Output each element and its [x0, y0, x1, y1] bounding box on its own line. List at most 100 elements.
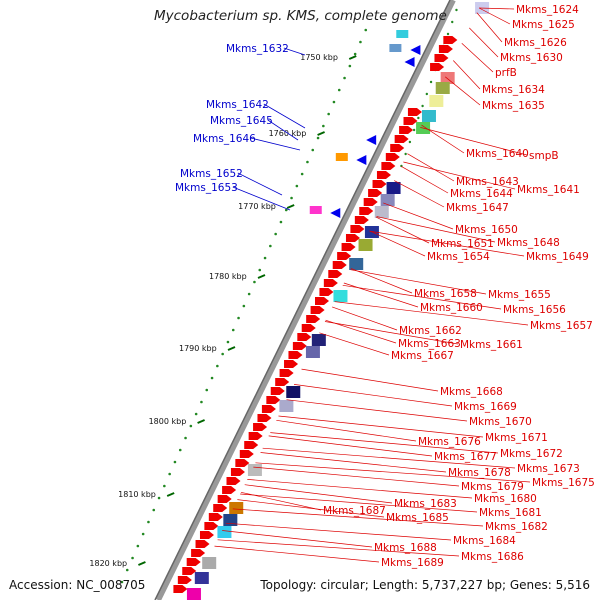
forward-leader-line: [240, 491, 322, 511]
forward-gene-arrow: [359, 207, 374, 215]
forward-gene-label: Mkms_1672: [500, 448, 563, 460]
gc-dot: [455, 8, 458, 12]
topology-text: Topology: circular; Length: 5,737,227 bp…: [260, 578, 590, 592]
forward-gene-arrow: [354, 216, 369, 224]
forward-gene-label: Mkms_1686: [461, 551, 524, 563]
forward-gene-label: Mkms_1678: [448, 467, 511, 479]
gc-dot: [429, 80, 433, 84]
forward-leader-line: [476, 12, 503, 43]
accession-text: Accession: NC_008705: [9, 578, 146, 592]
forward-gene-label: Mkms_1680: [474, 493, 537, 505]
scale-tick-label: 1770 kbp: [238, 202, 276, 211]
forward-gene-arrow: [434, 54, 449, 62]
forward-gene-arrow: [186, 558, 201, 566]
forward-gene-label: Mkms_1626: [504, 37, 567, 49]
forward-gene-arrow: [438, 45, 453, 53]
forward-gene-arrow: [315, 297, 330, 305]
gc-dot: [417, 116, 420, 120]
gc-dot: [152, 508, 156, 512]
scale-tick: [286, 204, 295, 209]
forward-gene-block: [440, 72, 455, 84]
gc-dot: [269, 244, 272, 248]
forward-gene-arrow: [257, 414, 272, 422]
forward-gene-label: Mkms_1662: [399, 325, 462, 337]
reverse-gene-arrow: [410, 45, 421, 55]
forward-leader-line: [260, 452, 447, 473]
gc-dot: [136, 544, 140, 548]
forward-gene-label: Mkms_1673: [517, 463, 580, 475]
forward-gene-label: Mkms_1641: [517, 184, 580, 196]
scale-tick: [227, 346, 236, 351]
gc-dot: [258, 268, 262, 272]
forward-gene-label: Mkms_1649: [526, 251, 589, 263]
forward-gene-arrow: [372, 180, 387, 188]
forward-leader-line: [342, 284, 502, 310]
forward-gene-block: [247, 464, 262, 476]
forward-leader-line: [247, 479, 473, 499]
forward-leader-line: [319, 332, 390, 356]
forward-leader-line: [376, 216, 430, 244]
forward-leader-line: [255, 462, 531, 483]
scale-tick-label: 1750 kbp: [300, 53, 338, 62]
forward-leader-line: [407, 153, 455, 182]
gc-dot: [237, 316, 240, 320]
forward-leader-line: [325, 319, 397, 344]
reverse-gene-label: Mkms_1652: [180, 168, 243, 180]
reverse-leader-line: [250, 137, 301, 151]
gc-dot: [200, 400, 203, 404]
gc-dot: [178, 448, 182, 452]
scale-tick: [197, 419, 205, 424]
gc-dot: [205, 388, 209, 392]
forward-gene-block: [186, 588, 201, 600]
reverse-leader-line: [232, 186, 291, 211]
forward-gene-arrow: [323, 279, 338, 287]
gc-dot: [404, 152, 407, 156]
forward-gene-arrow: [230, 468, 245, 476]
forward-gene-arrow: [345, 234, 360, 242]
forward-leader-line: [222, 530, 373, 548]
scale-tick: [257, 274, 266, 279]
scale-tick-label: 1790 kbp: [179, 344, 217, 353]
forward-gene-arrow: [208, 513, 223, 521]
gc-dot: [131, 556, 134, 560]
scale-tick-label: 1820 kbp: [89, 559, 127, 568]
forward-gene-block: [217, 526, 232, 538]
gc-dot: [311, 148, 315, 152]
reverse-gene-label: Mkms_1653: [175, 182, 238, 194]
forward-gene-arrow: [213, 504, 228, 512]
forward-gene-arrow: [226, 477, 241, 485]
forward-gene-arrow: [248, 432, 263, 440]
gc-dot: [231, 328, 235, 332]
scale-tick: [138, 561, 146, 566]
forward-leader-line: [479, 7, 515, 10]
reverse-leader-line: [283, 47, 306, 56]
forward-leader-line: [369, 230, 426, 257]
forward-gene-arrow: [235, 459, 250, 467]
forward-gene-label: Mkms_1668: [440, 386, 503, 398]
forward-leader-line: [240, 493, 478, 513]
map-title: Mycobacterium sp. KMS, complete genome: [154, 8, 447, 24]
forward-gene-arrow: [341, 243, 356, 251]
forward-gene-arrow: [399, 126, 414, 134]
gc-dot: [242, 304, 246, 308]
gc-dot: [216, 364, 219, 368]
gc-dot: [322, 124, 325, 128]
gc-dot: [189, 424, 193, 428]
forward-gene-label: Mkms_1625: [512, 19, 575, 31]
forward-gene-label: Mkms_1634: [482, 84, 545, 96]
forward-leader-line: [286, 399, 468, 422]
reverse-gene-label: Mkms_1645: [210, 115, 273, 127]
forward-gene-arrow: [292, 342, 307, 350]
forward-gene-arrow: [319, 288, 334, 296]
forward-gene-arrow: [199, 531, 214, 539]
scale-tick: [166, 492, 175, 497]
forward-leader-line: [350, 269, 487, 295]
forward-gene-block: [386, 182, 401, 194]
forward-gene-block: [421, 110, 436, 122]
forward-gene-arrow: [195, 540, 210, 548]
forward-leader-line: [452, 60, 481, 90]
forward-gene-arrow: [328, 270, 343, 278]
gc-dot: [337, 88, 341, 92]
gc-dot: [425, 92, 429, 96]
